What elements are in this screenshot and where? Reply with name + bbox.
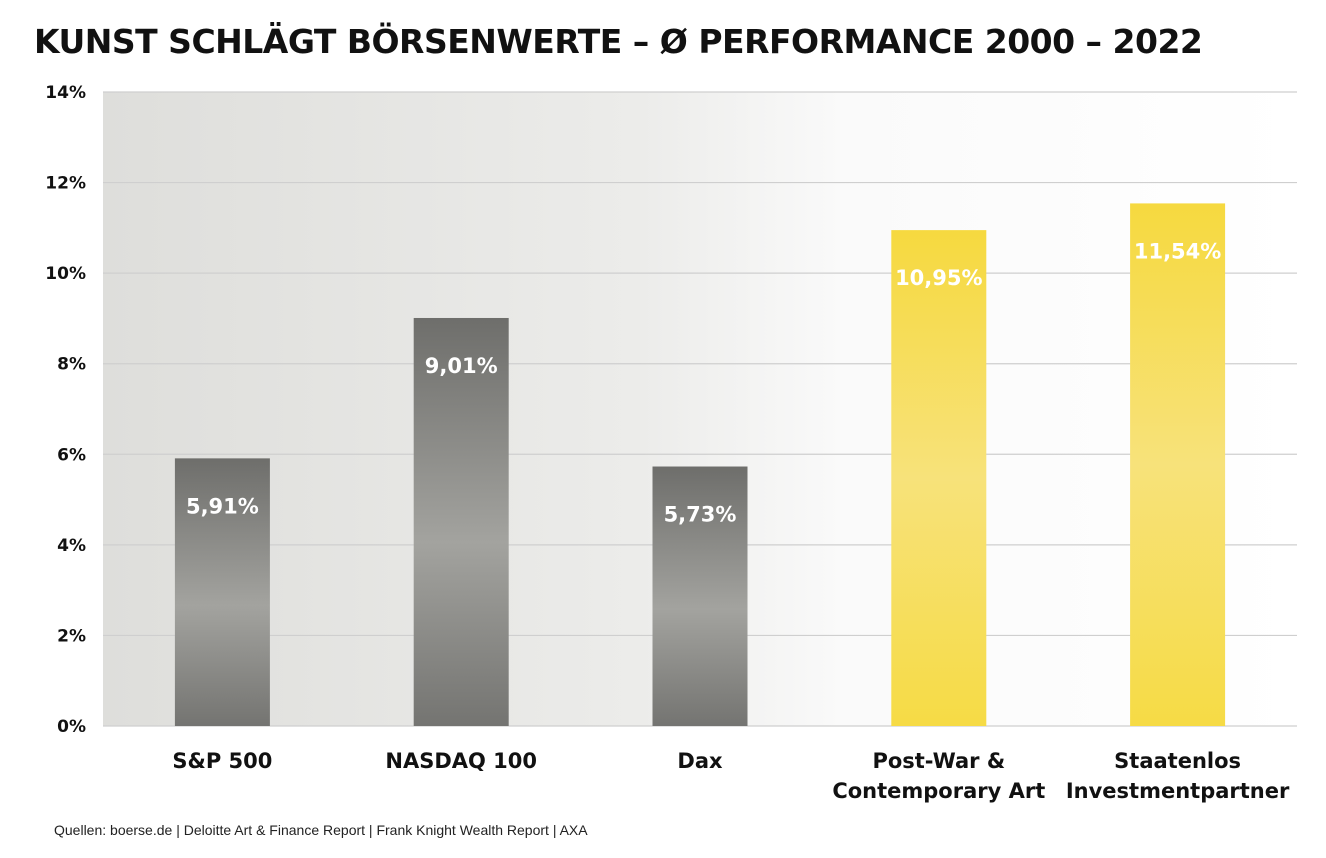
bar [174,458,270,726]
category-label: Contemporary Art [832,779,1045,803]
category-label: NASDAQ 100 [385,749,537,773]
data-label: 5,73% [664,503,737,527]
source-note: Quellen: boerse.de | Deloitte Art & Fina… [54,822,588,838]
y-tick-label: 0% [57,717,86,737]
y-tick-label: 6% [57,445,86,465]
data-label: 11,54% [1134,239,1221,263]
y-tick-label: 4% [57,536,86,556]
bar [1130,203,1226,727]
y-tick-label: 8% [57,355,86,375]
bar [891,230,987,726]
category-label: Investmentpartner [1066,779,1290,803]
y-tick-label: 2% [57,626,86,646]
x-axis-categories: S&P 500 NASDAQ 100 Dax Post-War & Contempora… [172,749,1290,803]
data-label: 9,01% [425,354,498,378]
category-label: Post-War & [872,749,1005,773]
y-tick-label: 10% [45,264,86,284]
bars [174,203,1226,727]
bar [652,466,748,726]
data-label: 5,91% [186,494,259,518]
category-label: S&P 500 [172,749,272,773]
data-labels: 5,91% 9,01% 5,73% 10,95% 11,54% [186,239,1221,526]
category-label: Dax [677,749,723,773]
bar [413,317,509,726]
y-tick-label: 12% [45,174,86,194]
data-label: 10,95% [895,266,982,290]
y-tick-label: 14% [45,83,86,103]
y-axis-ticks: 0% 2% 4% 6% 8% 10% 12% 14% [45,83,86,737]
chart-title: KUNST SCHLÄGT BÖRSENWERTE – Ø PERFORMANC… [34,22,1203,61]
category-label: Staatenlos [1114,749,1241,773]
